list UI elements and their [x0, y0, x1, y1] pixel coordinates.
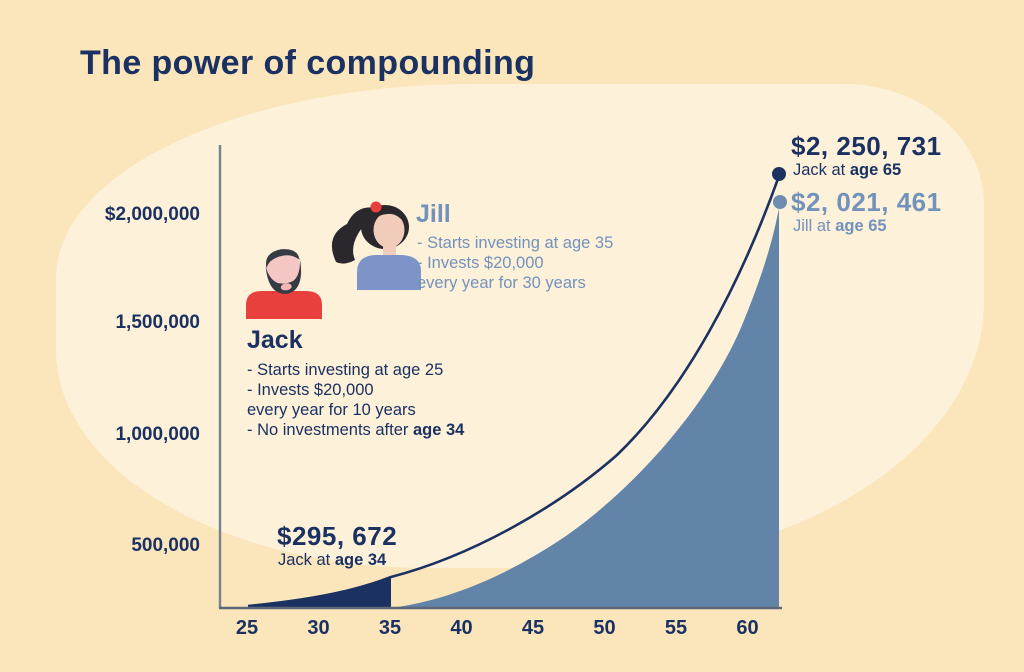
- background-blob: [56, 84, 984, 568]
- y-axis-label-2000000: $2,000,000: [104, 204, 200, 225]
- jack-bullet-4-bold: age 34: [412, 421, 465, 439]
- y-axis-label-500000: 500,000: [131, 535, 200, 556]
- jill-face: [373, 212, 405, 248]
- jill-area: [398, 208, 779, 607]
- jack-bullets: - Starts investing at age 25 - Invests $…: [247, 360, 464, 440]
- jack-hair: [265, 249, 300, 269]
- jill-shirt: [357, 255, 421, 290]
- x-axis-label-40: 40: [450, 617, 473, 639]
- y-axis-label-1500000: 1,500,000: [115, 312, 200, 333]
- jill-final-label-bold: age 65: [835, 217, 887, 235]
- jack-mouth: [280, 283, 292, 291]
- x-axis-label-50: 50: [593, 617, 616, 639]
- y-axis-label-1000000: 1,000,000: [115, 424, 200, 445]
- jill-bullet-1: - Starts investing at age 35: [417, 234, 614, 252]
- jill-fringe: [374, 209, 404, 222]
- jack-beard: [265, 258, 301, 294]
- jack-age34-label-text: Jack at: [278, 551, 335, 569]
- x-axis-label-30: 30: [307, 617, 330, 639]
- x-axis-label-25: 25: [235, 617, 259, 639]
- jack-final-value: $2, 250, 731: [791, 131, 942, 161]
- jill-endpoint-dot: [773, 195, 787, 209]
- jack-final-label: Jack at age 65: [793, 161, 901, 180]
- jill-bullet-3: every year for 30 years: [417, 274, 586, 292]
- jack-final-label-bold: age 65: [849, 161, 902, 179]
- jill-name: Jill: [416, 200, 451, 228]
- jill-avatar-icon: [331, 201, 421, 290]
- x-axis-label-55: 55: [664, 617, 688, 639]
- jack-endpoint-dot: [772, 167, 786, 181]
- x-axis-label-35: 35: [378, 617, 402, 639]
- jill-final-label-text: Jill at: [793, 217, 836, 235]
- jack-bullet-2: - Invests $20,000: [247, 381, 374, 399]
- jill-scrunchie: [370, 201, 382, 213]
- jack-name: Jack: [247, 326, 303, 354]
- jack-area: [248, 577, 391, 607]
- jack-avatar-icon: [246, 249, 322, 319]
- jack-bullet-4-text: - No investments after: [247, 421, 413, 439]
- jack-age34-label: Jack at age 34: [278, 551, 386, 570]
- jack-shirt: [246, 291, 322, 319]
- x-axis-label-45: 45: [521, 617, 545, 639]
- jack-age34-value: $295, 672: [277, 521, 398, 551]
- jack-line: [247, 175, 781, 608]
- jack-bullet-1: - Starts investing at age 25: [247, 361, 444, 379]
- page-title: The power of compounding: [80, 44, 536, 82]
- jack-bullet-3: every year for 10 years: [247, 401, 416, 419]
- jill-bullet-2: - Invests $20,000: [417, 254, 544, 272]
- jill-final-label: Jill at age 65: [793, 217, 887, 236]
- x-axis-label-60: 60: [736, 617, 759, 639]
- jack-bullet-4: - No investments after age 34: [247, 420, 464, 440]
- jack-final-label-text: Jack at: [793, 161, 850, 179]
- jill-final-value: $2, 021, 461: [791, 187, 942, 217]
- jack-age34-label-bold: age 34: [334, 551, 387, 569]
- jill-bullets: - Starts investing at age 35 - Invests $…: [417, 233, 613, 293]
